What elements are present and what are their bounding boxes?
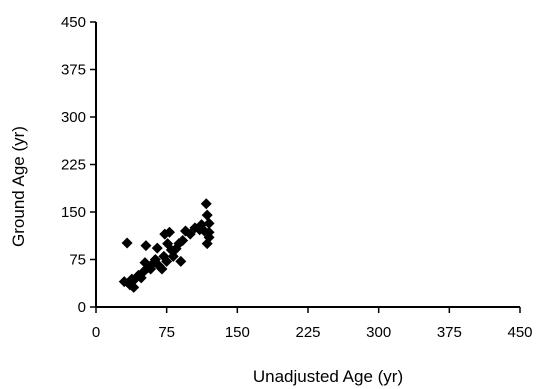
data-point — [121, 237, 133, 249]
x-tick-label: 300 — [366, 324, 391, 341]
data-point — [151, 242, 163, 254]
y-tick-label: 225 — [61, 157, 86, 174]
x-axis-title: Unadjusted Age (yr) — [253, 367, 403, 386]
x-tick-label: 375 — [437, 324, 462, 341]
y-tick-label: 75 — [69, 252, 86, 269]
x-tick-label: 0 — [92, 324, 100, 341]
y-tick-label: 300 — [61, 109, 86, 126]
data-point — [156, 263, 168, 275]
y-tick-label: 0 — [78, 299, 86, 316]
y-axis-title: Ground Age (yr) — [9, 126, 28, 247]
data-point — [177, 235, 189, 246]
data-point — [161, 255, 173, 267]
x-tick-label: 225 — [295, 324, 320, 341]
data-point — [167, 250, 179, 262]
x-tick-label: 75 — [158, 324, 175, 341]
data-point — [200, 198, 212, 210]
y-tick-label: 150 — [61, 204, 86, 221]
data-point — [184, 228, 196, 240]
data-point — [203, 217, 215, 229]
x-tick-label: 150 — [225, 324, 250, 341]
y-tick-label: 450 — [61, 14, 86, 31]
x-tick-label: 450 — [507, 324, 532, 341]
data-point — [203, 226, 215, 238]
data-point — [163, 226, 175, 238]
y-tick-label: 375 — [61, 62, 86, 79]
data-point — [140, 240, 152, 252]
data-point — [128, 281, 140, 293]
data-point — [201, 209, 213, 221]
data-point — [175, 255, 187, 267]
